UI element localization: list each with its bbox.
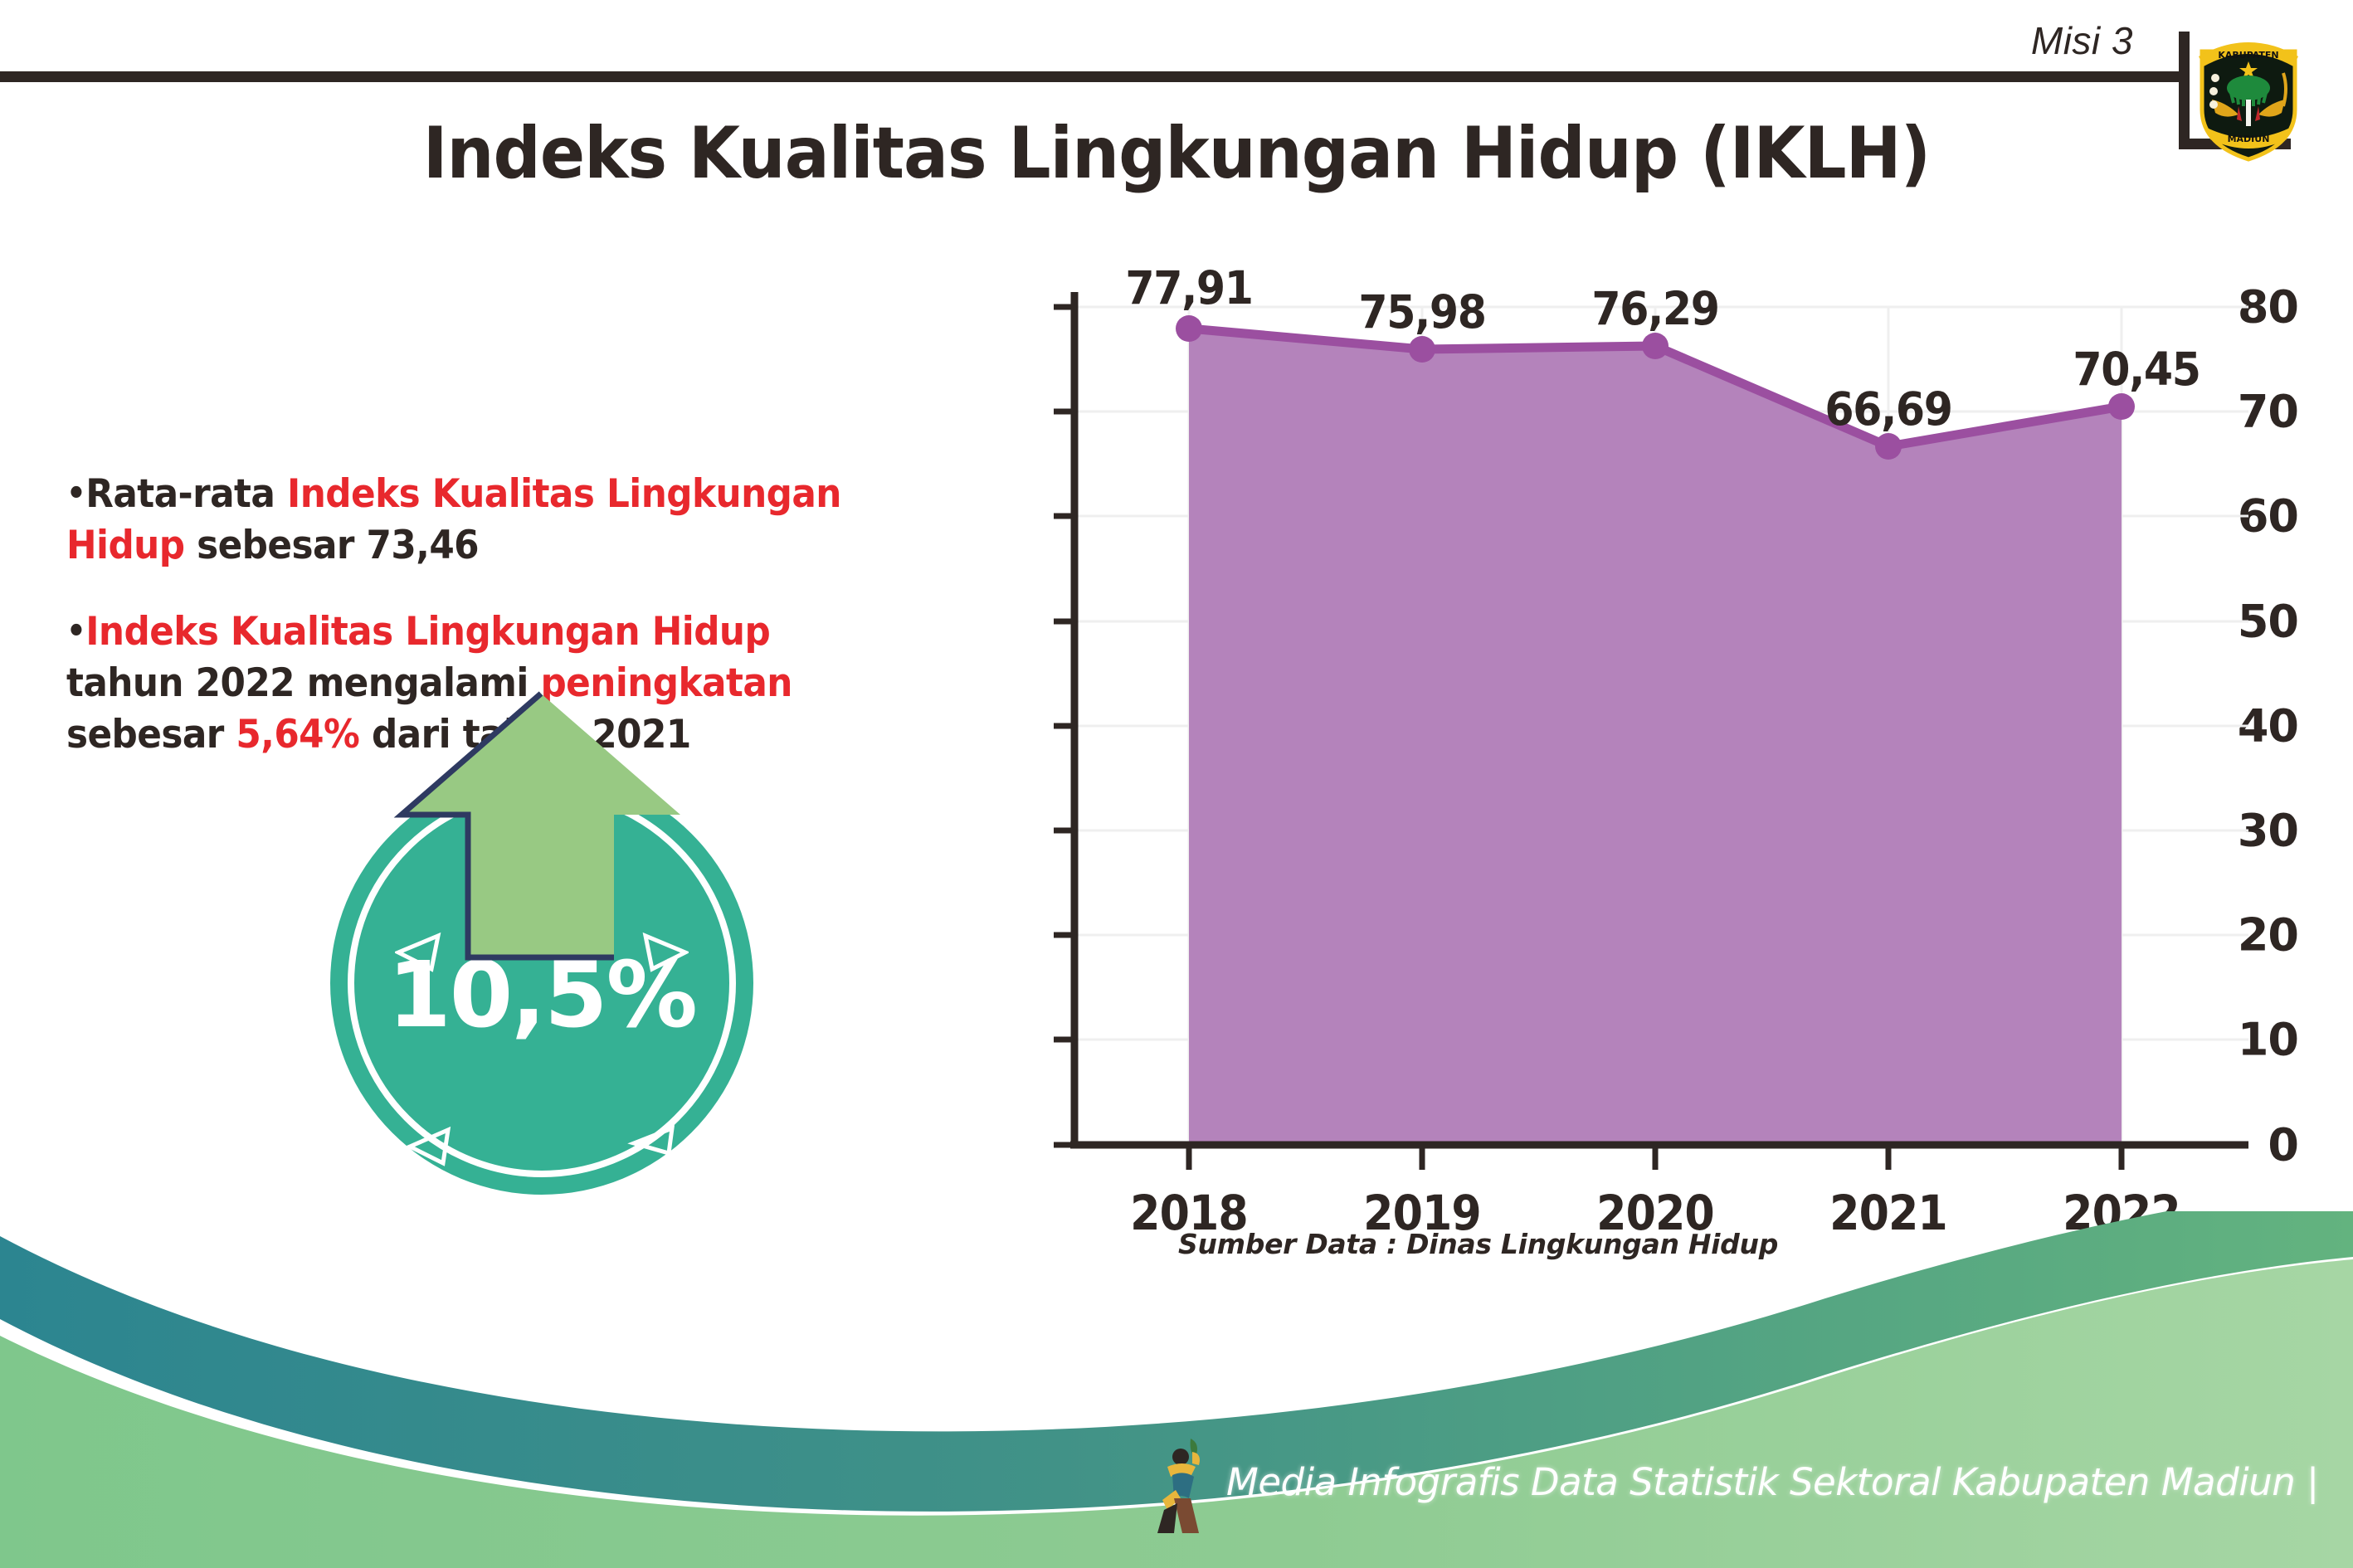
bullet-segment-highlight: Indeks Kualitas Lingkungan Hidup bbox=[66, 471, 841, 569]
series-markers bbox=[1176, 315, 2135, 460]
data-value-label: 66,69 bbox=[1824, 382, 1953, 436]
increase-badge: 10,5% bbox=[330, 691, 753, 1195]
x-tick-label: 2019 bbox=[1363, 1185, 1482, 1241]
bullet-list: •Rata-rata Indeks Kualitas Lingkungan Hi… bbox=[66, 469, 946, 796]
bullet-segment: Rata-rata bbox=[85, 471, 287, 517]
bullet-segment: tahun 2022 mengalami bbox=[66, 660, 541, 707]
bullet-item-increase: •Indeks Kualitas Lingkungan Hidup tahun … bbox=[66, 606, 884, 761]
crest-top-text: KABUPATEN bbox=[2218, 50, 2278, 61]
media-infografis-logo-icon bbox=[1157, 1439, 1200, 1533]
plot-area bbox=[1054, 292, 2248, 1170]
x-tick-label: 2021 bbox=[1829, 1185, 1948, 1241]
bullet-segment-highlight: Indeks Kualitas Lingkungan Hidup bbox=[85, 609, 771, 655]
data-point-marker bbox=[1409, 336, 1435, 363]
data-value-label: 77,91 bbox=[1125, 261, 1254, 314]
data-value-label: 75,98 bbox=[1358, 285, 1487, 338]
crest-star-icon bbox=[2239, 61, 2258, 79]
badge-arrow-tick-bottom-right-icon bbox=[627, 1125, 675, 1157]
bullet-segment: sebesar bbox=[66, 712, 236, 758]
misi-label: Misi 3 bbox=[2030, 19, 2133, 62]
data-point-marker bbox=[1875, 433, 1902, 460]
data-value-label: 70,45 bbox=[2073, 343, 2201, 396]
bullet-segment: sebesar 73,46 bbox=[184, 523, 480, 569]
data-point-marker bbox=[1642, 333, 1669, 359]
bullet-segment-highlight: 5,64% bbox=[236, 712, 360, 758]
iklh-area-chart: 0 10 20 30 40 50 60 70 80 bbox=[954, 261, 2299, 1241]
badge-arrow-tick-bottom-left-icon bbox=[407, 1126, 451, 1166]
x-tick-label: 2018 bbox=[1130, 1185, 1249, 1241]
header-bracket-vertical bbox=[2179, 32, 2190, 149]
source-note: Sumber Data : Dinas Lingkungan Hidup bbox=[1178, 1228, 1779, 1260]
x-tick-label: 2020 bbox=[1596, 1185, 1715, 1241]
kabupaten-madiun-crest-logo: KABUPATEN MADIUN bbox=[2199, 42, 2298, 162]
bullet-marker-icon: • bbox=[66, 611, 86, 650]
data-point-marker bbox=[2108, 393, 2135, 420]
footer-wave-lower bbox=[0, 1259, 2353, 1568]
footer-text: Media Infografis Data Statistik Sektoral… bbox=[1226, 1460, 2319, 1504]
crest-bottom-text: MADIUN bbox=[2228, 134, 2270, 144]
y-tick-label: 0 bbox=[2268, 1118, 2299, 1171]
footer-wave-upper bbox=[0, 1211, 2353, 1512]
bullet-segment: dari tahun 2021 bbox=[359, 712, 691, 758]
data-value-label: 76,29 bbox=[1591, 282, 1720, 335]
data-point-marker bbox=[1176, 315, 1202, 342]
header-rule bbox=[0, 71, 2179, 82]
x-axis-ticks bbox=[1186, 1145, 2125, 1170]
badge-value: 10,5% bbox=[387, 942, 698, 1048]
page-title: Indeks Kualitas Lingkungan Hidup (IKLH) bbox=[422, 112, 1931, 195]
bullet-item-average: •Rata-rata Indeks Kualitas Lingkungan Hi… bbox=[66, 469, 884, 572]
footer-wave-decoration bbox=[0, 1211, 2353, 1568]
area-fill bbox=[1189, 329, 2122, 1145]
bullet-marker-icon: • bbox=[66, 474, 86, 513]
bullet-segment-highlight: peningkatan bbox=[540, 660, 792, 707]
